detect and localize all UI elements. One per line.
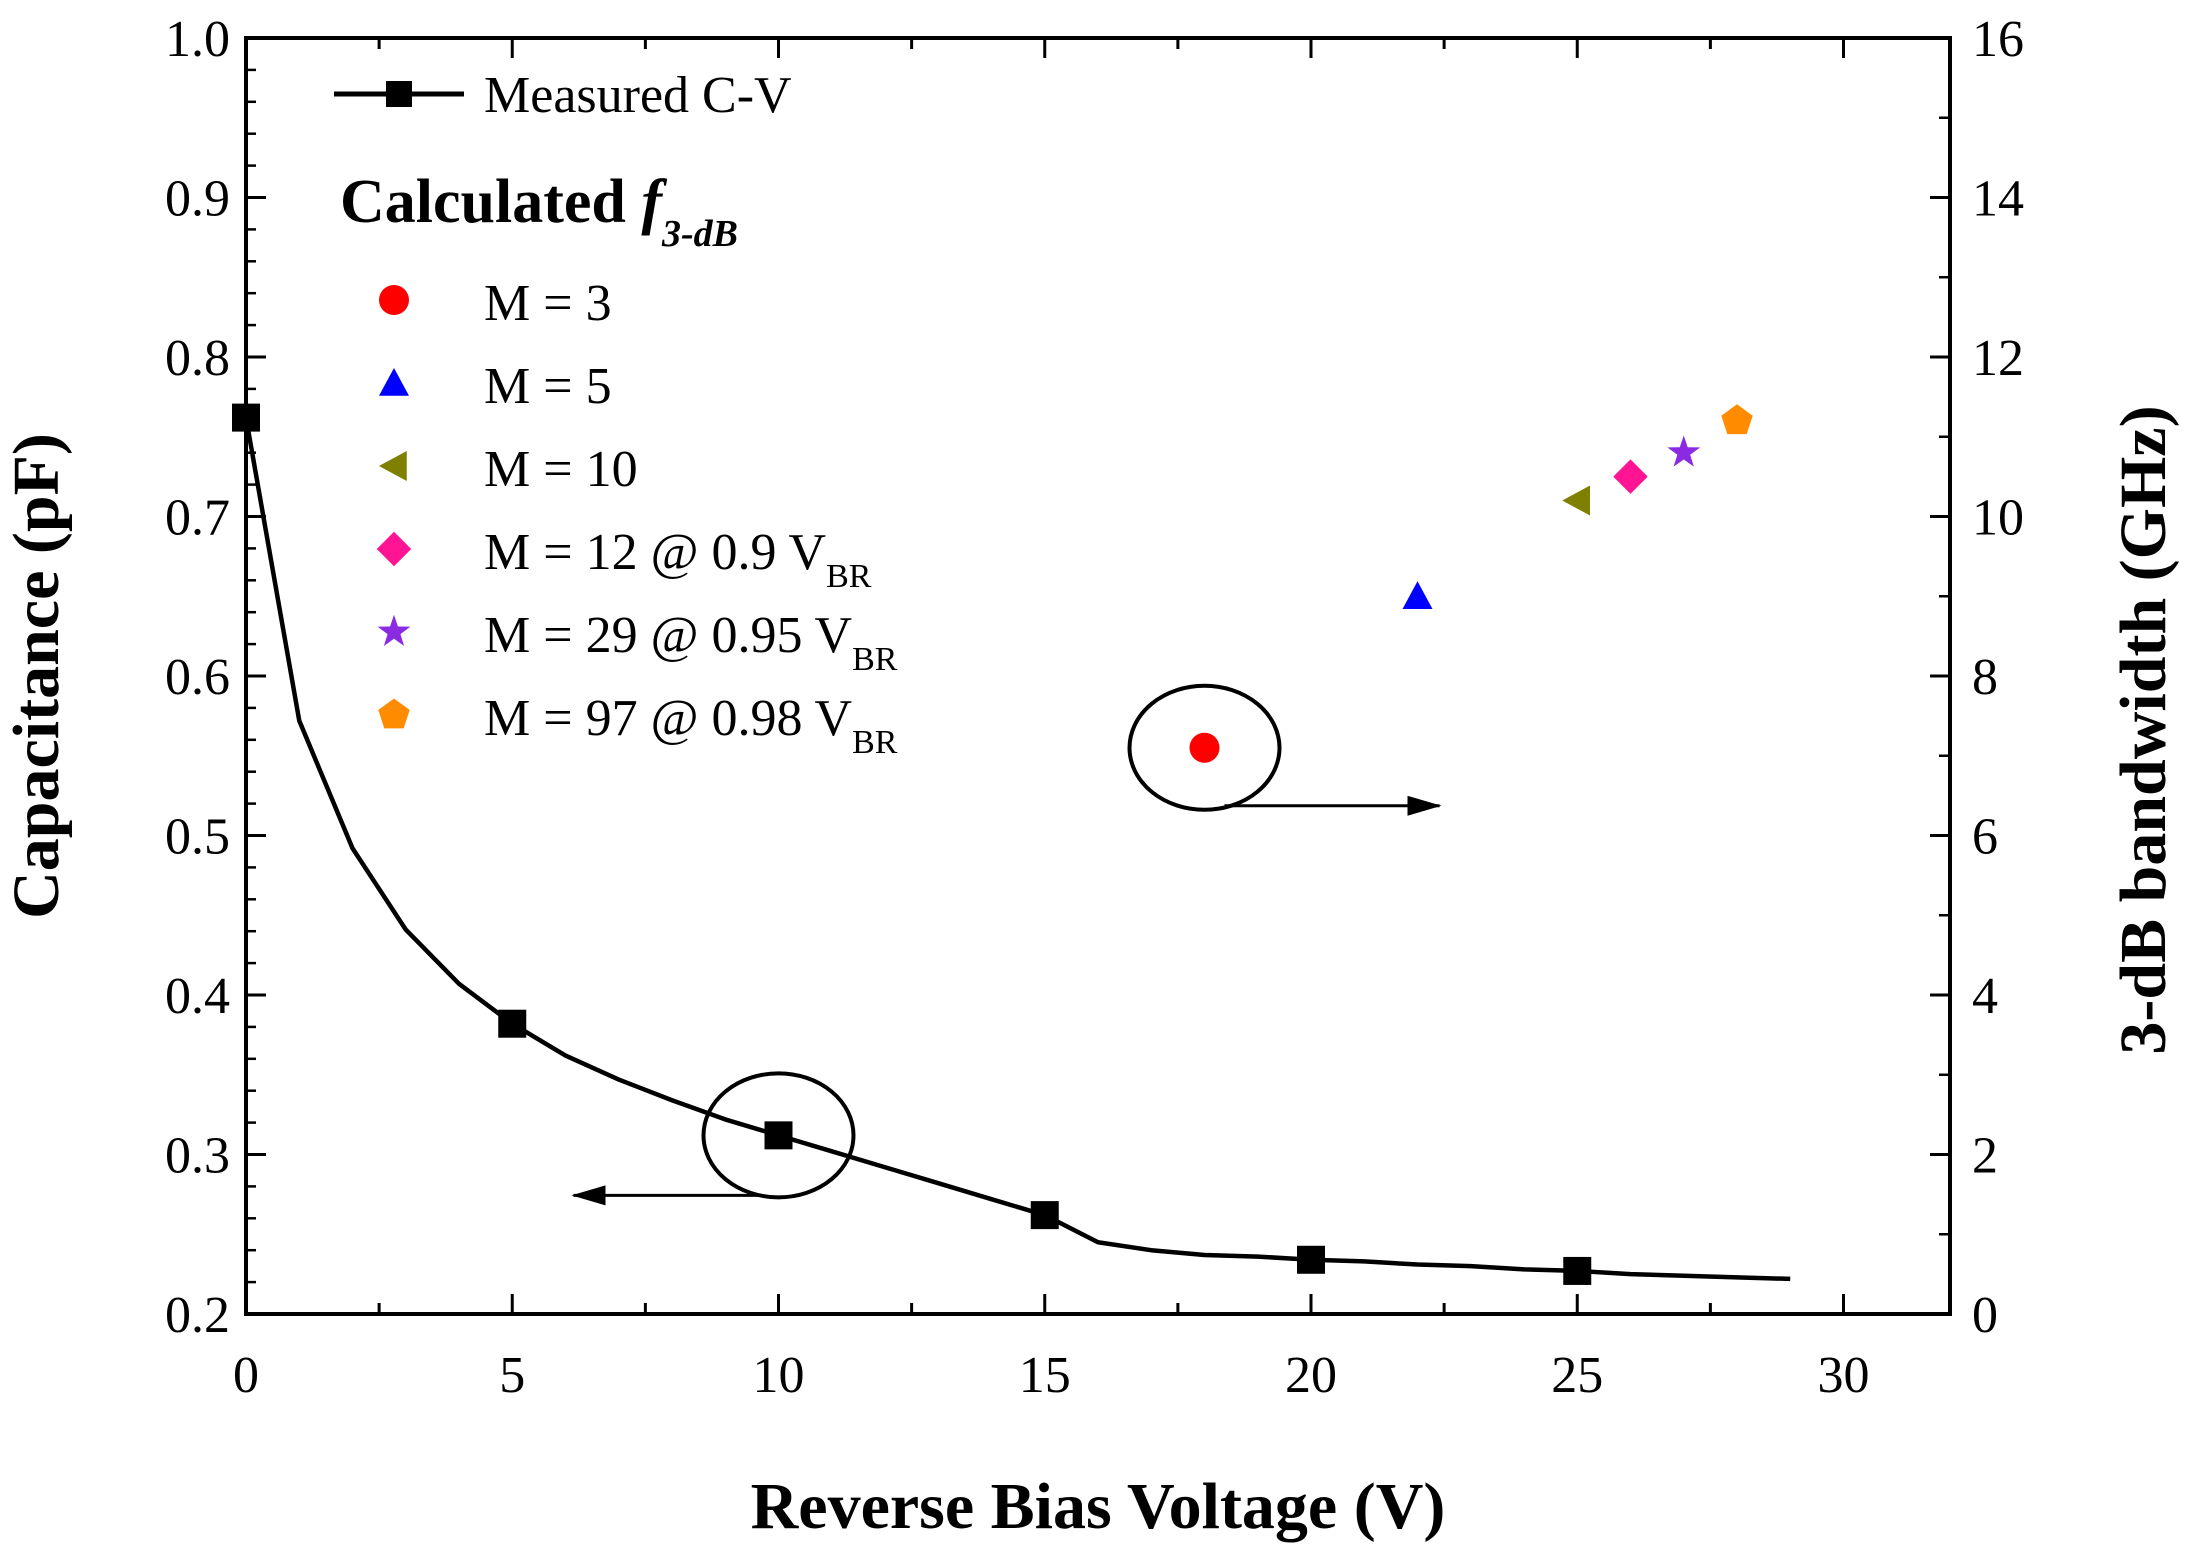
- calc-point-marker: [1562, 485, 1590, 516]
- y-right-tick-label: 4: [1972, 968, 1998, 1025]
- legend-label-sub: BR: [852, 724, 898, 761]
- legend-label-main: M = 3: [484, 275, 612, 332]
- x-tick-label: 20: [1285, 1347, 1337, 1404]
- annotations: [571, 683, 1442, 1206]
- calc-point-marker: [1189, 732, 1220, 763]
- y-left-axis-title: Capacitance (pF): [0, 433, 73, 919]
- x-tick-label: 25: [1551, 1347, 1603, 1404]
- legend-label-main: M = 29 @ 0.95 V: [484, 607, 852, 664]
- annotation-ellipse: [701, 1071, 856, 1200]
- y-right-tick-label: 10: [1972, 490, 2024, 547]
- x-tick-label: 15: [1019, 1347, 1071, 1404]
- legend-label-main: M = 10: [484, 441, 638, 498]
- y-left-tick-label: 1.0: [165, 11, 230, 68]
- x-tick-label: 0: [233, 1347, 259, 1404]
- tick-labels: 0 5 10 15 20 25 30 0.2 0.3 0.4 0.5 0.6 0.7 0.8 0.9 1.0 0…: [165, 11, 2024, 1404]
- legend-marker: [379, 451, 407, 481]
- cv-marker: [764, 1121, 793, 1150]
- y-left-tick-label: 0.3: [165, 1128, 230, 1185]
- cv-line: [243, 417, 1791, 1282]
- legend-marker: [378, 698, 410, 729]
- legend-label: M = 3: [484, 275, 612, 332]
- y-left-tick-label: 0.5: [165, 809, 230, 866]
- legend-marker: [379, 368, 409, 396]
- calc-point-marker: [1667, 435, 1701, 467]
- y-left-tick-label: 0.7: [165, 490, 230, 547]
- x-axis-title: Reverse Bias Voltage (V): [751, 1470, 1446, 1543]
- cv-marker: [498, 1009, 527, 1038]
- calculated-points: [1189, 404, 1753, 763]
- annotation-ellipse: [1127, 683, 1282, 812]
- y-left-tick-label: 0.9: [165, 171, 230, 228]
- legend-label-main: M = 97 @ 0.98 V: [484, 690, 852, 747]
- y-right-tick-label: 14: [1972, 171, 2024, 228]
- y-right-tick-label: 2: [1972, 1128, 1998, 1185]
- legend-label-sub: BR: [852, 641, 898, 678]
- legend-label: M = 10: [484, 441, 638, 498]
- legend-label-main: M = 5: [484, 358, 612, 415]
- legend-label: M = 12 @ 0.9 VBR: [484, 524, 872, 595]
- y-left-tick-label: 0.8: [165, 330, 230, 387]
- legend-marker: [376, 531, 412, 567]
- y-left-tick-label: 0.6: [165, 649, 230, 706]
- legend-heading-sub: 3-dB: [661, 213, 738, 255]
- calc-point-marker: [1721, 404, 1753, 435]
- x-tick-label: 10: [753, 1347, 805, 1404]
- x-tick-label: 5: [499, 1347, 525, 1404]
- legend-marker: [377, 614, 411, 646]
- legend-marker-measured: [386, 81, 412, 107]
- cv-marker: [1563, 1256, 1592, 1285]
- y-right-axis-title: 3-dB bandwidth (GHz): [2107, 405, 2180, 1054]
- plot-frame: [244, 36, 1952, 1316]
- legend-label-measured: Measured C-V: [484, 67, 792, 124]
- cv-marker: [1297, 1245, 1325, 1274]
- legend: Measured C-V Calculated f3-dB M = 3 M = 5…: [334, 67, 898, 761]
- calc-point-marker: [1402, 581, 1433, 609]
- cv-marker: [1030, 1201, 1059, 1230]
- legend-label: M = 5: [484, 358, 612, 415]
- legend-label: M = 29 @ 0.95 VBR: [484, 607, 898, 678]
- x-tick-label: 30: [1818, 1347, 1870, 1404]
- y-right-tick-label: 8: [1972, 649, 1998, 706]
- calc-point-marker: [1613, 459, 1648, 494]
- legend-label: M = 97 @ 0.98 VBR: [484, 690, 898, 761]
- legend-heading-text: Calculated: [340, 168, 641, 236]
- y-right-tick-label: 12: [1972, 330, 2024, 387]
- y-right-tick-label: 0: [1972, 1287, 1998, 1344]
- series-measured-cv: [232, 403, 1791, 1285]
- y-left-tick-label: 0.4: [165, 968, 230, 1025]
- legend-marker: [379, 285, 409, 315]
- legend-heading: Calculated f3-dB: [340, 168, 738, 255]
- legend-label-sub: BR: [826, 558, 872, 595]
- cv-marker: [232, 403, 260, 432]
- y-left-tick-label: 0.2: [165, 1287, 230, 1344]
- y-right-tick-label: 6: [1972, 809, 1998, 866]
- y-right-tick-label: 16: [1972, 11, 2024, 68]
- legend-label-main: M = 12 @ 0.9 V: [484, 524, 826, 581]
